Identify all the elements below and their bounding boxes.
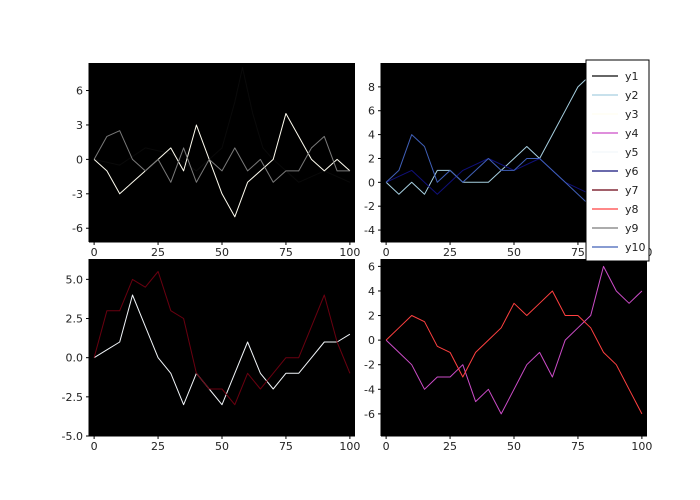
y-tick-label: -3: [72, 188, 83, 201]
y-tick-label: -2.5: [62, 391, 83, 404]
y-tick-label: 0: [76, 153, 83, 166]
x-tick-label: 25: [443, 246, 457, 259]
legend-label: y2: [625, 89, 639, 102]
legend-entry-y2: y2: [592, 89, 639, 102]
x-tick-label: 50: [507, 246, 521, 259]
x-tick-label: 75: [571, 246, 585, 259]
series-line-y9: [93, 130, 350, 183]
y-tick-label: 4: [368, 129, 375, 142]
y-tick-label: 0.0: [66, 352, 84, 365]
y-tick-label: -4: [364, 383, 375, 396]
y-tick-label: -4: [364, 224, 375, 237]
legend-label: y3: [625, 108, 639, 121]
x-tick-label: 0: [383, 246, 390, 259]
plot-area: [89, 259, 355, 436]
y-tick-label: -2: [364, 200, 375, 213]
x-tick-label: 25: [443, 440, 457, 453]
y-tick-label: 0: [368, 334, 375, 347]
legend-label: y7: [625, 184, 639, 197]
y-tick-label: 6: [76, 85, 83, 98]
y-tick-label: 2.5: [66, 313, 84, 326]
subplot-top-left: 0 25 50 75 100 -6 -3 0 3 6: [72, 63, 360, 259]
series-group: [385, 265, 643, 415]
x-tick-label: 0: [91, 440, 98, 453]
plot-area: [381, 259, 647, 436]
y-tick-label: 3: [76, 119, 83, 132]
x-tick-label: 75: [279, 440, 293, 453]
x-tick-label: 100: [339, 440, 360, 453]
subplot-grid: 0255075100-6-30360255075100-4-2024680255…: [62, 63, 652, 453]
series-line-y7: [93, 271, 351, 406]
legend-label: y10: [625, 241, 646, 254]
series-group: [93, 271, 351, 406]
y-tick-label: 8: [368, 81, 375, 94]
legend-label: y6: [625, 165, 639, 178]
legend-items: y1 y2 y3 y4 y5 y6 y7 y8 y9 y10: [592, 70, 646, 254]
series-line-y4: [385, 265, 643, 415]
y-tick-label: 4: [368, 285, 375, 298]
y-tick-label: -2: [364, 359, 375, 372]
y-tick-label: 6: [368, 105, 375, 118]
y-tick-label: 5.0: [66, 273, 84, 286]
x-tick-label: 0: [91, 246, 98, 259]
x-tick-label: 50: [215, 246, 229, 259]
x-tick-label: 100: [631, 440, 652, 453]
legend-label: y1: [625, 70, 639, 83]
x-tick-label: 75: [571, 440, 585, 453]
y-tick-label: 6: [368, 260, 375, 273]
legend-entry-y4: y4: [592, 127, 639, 140]
series-line-y1: [93, 67, 351, 183]
legend-label: y8: [625, 203, 639, 216]
y-tick-label: -5.0: [62, 430, 83, 443]
legend-box: [585, 59, 650, 262]
legend-label: y5: [625, 146, 639, 159]
subplot-bottom-left: 0 25 50 75 100 -5.0 -2.5 0.0 2.5 5.0: [62, 259, 360, 453]
legend-entry-y8: y8: [592, 203, 639, 216]
y-tick-label: -6: [364, 408, 375, 421]
legend-label: y4: [625, 127, 639, 140]
legend-label: y9: [625, 222, 639, 235]
legend-entry-y10: y10: [592, 241, 646, 254]
legend-entry-y7: y7: [592, 184, 639, 197]
series-group: [93, 67, 351, 218]
x-tick-label: 25: [151, 440, 165, 453]
legend-entry-y1: y1: [592, 70, 639, 83]
y-tick-label: -6: [72, 222, 83, 235]
legend-entry-y6: y6: [592, 165, 639, 178]
x-tick-label: 50: [215, 440, 229, 453]
legend-entry-y3: y3: [592, 108, 639, 121]
y-tick-label: 2: [368, 310, 375, 323]
x-tick-label: 100: [339, 246, 360, 259]
legend-entry-y9: y9: [592, 222, 639, 235]
plot-area: [89, 63, 355, 242]
series-line-y5: [93, 294, 351, 406]
legend-entry-y5: y5: [592, 146, 639, 159]
y-tick-label: 0: [368, 176, 375, 189]
subplot-bottom-right: 0 25 50 75 100 -6 -4 -2 0 2 4 6: [364, 259, 652, 453]
x-tick-label: 25: [151, 246, 165, 259]
x-tick-label: 50: [507, 440, 521, 453]
series-line-y3: [93, 113, 351, 218]
y-tick-label: 2: [368, 152, 375, 165]
series-line-y8: [385, 290, 643, 415]
x-tick-label: 75: [279, 246, 293, 259]
legend: y1 y2 y3 y4 y5 y6 y7 y8 y9 y10: [585, 59, 650, 262]
x-tick-label: 0: [383, 440, 390, 453]
